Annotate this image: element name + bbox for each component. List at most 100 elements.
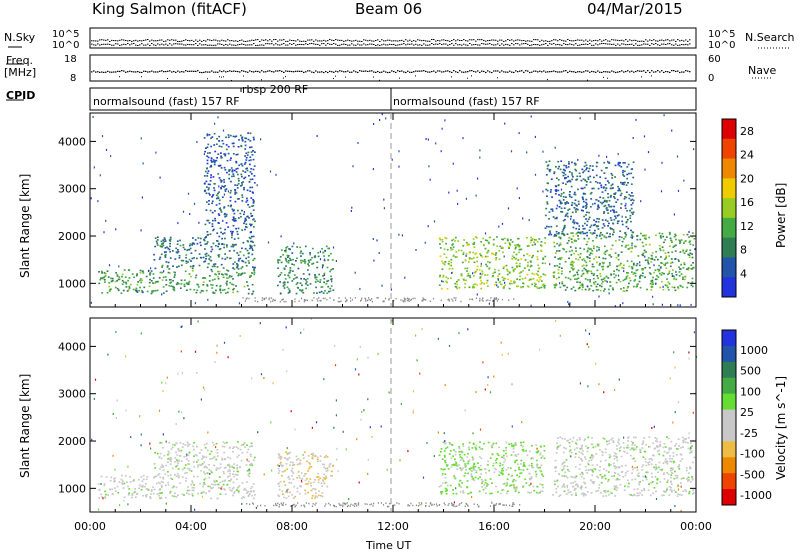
echo-cell bbox=[213, 160, 216, 162]
noise-cell bbox=[479, 156, 481, 159]
noise-cell bbox=[542, 150, 544, 153]
echo-cell bbox=[664, 264, 666, 266]
nsearch-point bbox=[445, 43, 447, 45]
echo-cell bbox=[480, 254, 482, 257]
echo-cell bbox=[220, 180, 223, 182]
echo-cell bbox=[187, 443, 190, 445]
ground-scatter bbox=[448, 298, 450, 300]
echo-cell bbox=[577, 238, 580, 240]
nsearch-point bbox=[229, 43, 231, 45]
nsearch-point bbox=[641, 44, 643, 46]
echo-cell bbox=[248, 475, 251, 478]
nsearch-point bbox=[505, 43, 507, 45]
echo-cell bbox=[661, 246, 664, 248]
echo-cell bbox=[560, 202, 563, 204]
echo-cell bbox=[691, 281, 694, 283]
echo-cell bbox=[622, 290, 625, 292]
ground-scatter bbox=[365, 300, 367, 302]
echo-cell bbox=[244, 217, 247, 220]
echo-cell bbox=[326, 485, 329, 488]
echo-cell bbox=[503, 265, 505, 268]
freq-point bbox=[481, 70, 483, 72]
echo-cell bbox=[310, 465, 313, 468]
echo-cell bbox=[193, 243, 196, 245]
echo-cell bbox=[653, 466, 655, 469]
echo-cell bbox=[245, 156, 248, 159]
nsky-point bbox=[509, 39, 511, 41]
echo-cell bbox=[187, 282, 190, 284]
echo-cell bbox=[617, 214, 620, 216]
echo-cell bbox=[597, 200, 600, 202]
freq-point bbox=[267, 70, 269, 72]
echo-cell bbox=[466, 480, 469, 482]
echo-cell bbox=[305, 483, 307, 485]
nsearch-point bbox=[325, 44, 327, 46]
echo-cell bbox=[234, 191, 237, 193]
echo-cell bbox=[598, 469, 601, 472]
nsearch-point bbox=[195, 43, 197, 45]
nsearch-point bbox=[689, 43, 691, 45]
nsearch-point bbox=[223, 44, 225, 46]
echo-cell bbox=[162, 465, 165, 468]
echo-cell bbox=[323, 281, 325, 284]
echo-cell bbox=[232, 224, 235, 227]
echo-cell bbox=[616, 268, 618, 271]
echo-cell bbox=[599, 176, 602, 178]
echo-cell bbox=[688, 256, 691, 258]
echo-cell bbox=[571, 232, 574, 234]
nsky-point bbox=[149, 40, 151, 42]
echo-cell bbox=[535, 444, 538, 446]
nsearch-point bbox=[141, 43, 143, 45]
nsearch-point bbox=[655, 43, 657, 45]
echo-cell bbox=[445, 237, 448, 240]
echo-cell bbox=[588, 260, 591, 262]
echo-cell bbox=[462, 251, 465, 254]
nsearch-point bbox=[625, 44, 627, 46]
echo-cell bbox=[682, 276, 684, 279]
echo-cell bbox=[226, 246, 228, 248]
nsearch-point bbox=[299, 43, 301, 45]
echo-cell bbox=[215, 273, 217, 276]
echo-cell bbox=[204, 223, 207, 226]
echo-cell bbox=[213, 444, 215, 446]
noise-cell bbox=[351, 206, 353, 209]
echo-cell bbox=[161, 464, 164, 466]
nsearch-point bbox=[381, 44, 383, 46]
echo-cell bbox=[535, 239, 537, 241]
echo-cell bbox=[294, 495, 297, 498]
echo-cell bbox=[117, 289, 120, 292]
echo-cell bbox=[580, 187, 583, 190]
echo-cell bbox=[183, 494, 185, 496]
nsky-point bbox=[411, 40, 413, 42]
echo-cell bbox=[219, 481, 222, 484]
noise-cell bbox=[267, 241, 270, 244]
echo-cell bbox=[98, 489, 100, 491]
echo-cell bbox=[165, 290, 168, 292]
echo-cell bbox=[604, 219, 607, 221]
echo-cell bbox=[247, 138, 250, 141]
freq-point bbox=[577, 71, 579, 73]
echo-cell bbox=[232, 267, 234, 269]
echo-cell bbox=[450, 457, 453, 459]
echo-cell bbox=[445, 493, 448, 495]
echo-cell bbox=[567, 175, 569, 178]
echo-cell bbox=[195, 291, 198, 294]
nsky-point bbox=[329, 39, 331, 41]
echo-cell bbox=[208, 476, 211, 479]
echo-cell bbox=[311, 256, 313, 259]
echo-cell bbox=[220, 231, 222, 234]
nsky-point bbox=[649, 39, 651, 41]
echo-cell bbox=[237, 254, 240, 256]
echo-cell bbox=[648, 243, 651, 246]
noise-cell bbox=[92, 116, 94, 118]
echo-cell bbox=[246, 199, 249, 202]
echo-cell bbox=[231, 170, 234, 173]
echo-cell bbox=[495, 468, 497, 471]
echo-cell bbox=[203, 182, 206, 185]
freq-point bbox=[251, 70, 253, 73]
echo-cell bbox=[664, 460, 667, 463]
echo-cell bbox=[472, 442, 475, 445]
freq-point bbox=[143, 70, 145, 72]
echo-cell bbox=[517, 463, 519, 466]
echo-cell bbox=[584, 278, 587, 280]
